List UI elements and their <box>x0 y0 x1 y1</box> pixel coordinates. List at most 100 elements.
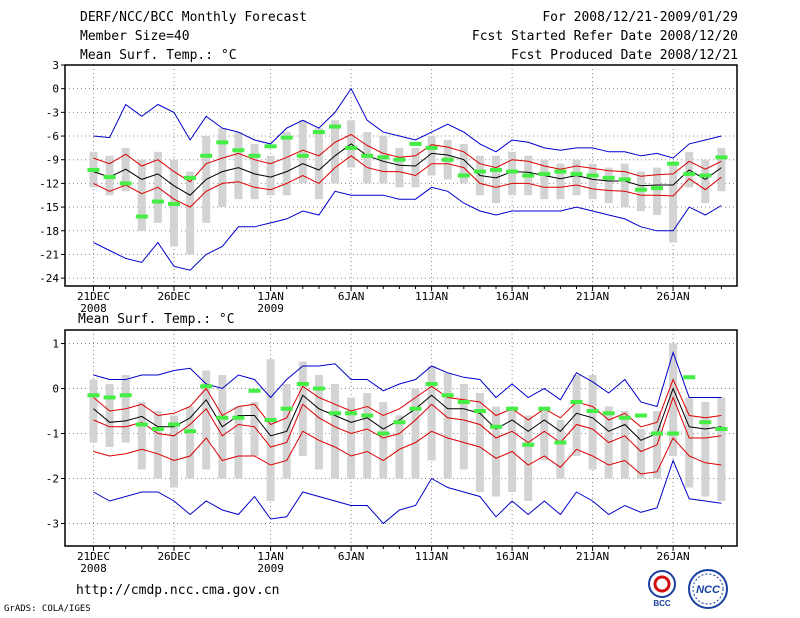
member-spread-bar <box>395 415 404 479</box>
median-mark <box>216 415 229 420</box>
y-tick-label: -3 <box>46 518 59 531</box>
median-mark <box>135 422 148 427</box>
member-spread-bar <box>298 120 307 184</box>
median-mark <box>570 400 583 404</box>
member-spread-bar <box>443 372 452 479</box>
member-spread-bar <box>524 415 533 501</box>
median-mark <box>296 153 309 158</box>
median-mark <box>425 145 438 150</box>
median-mark <box>280 135 293 140</box>
median-mark <box>473 169 486 174</box>
median-mark <box>312 130 325 135</box>
member-spread-bar <box>701 159 710 204</box>
member-spread-bar <box>314 128 323 200</box>
median-mark <box>522 442 535 447</box>
ncc-logo-label: NCC <box>696 584 721 596</box>
member-spread-bar <box>186 171 195 255</box>
median-mark <box>264 144 277 149</box>
y-tick-label: -3 <box>46 106 59 119</box>
bcc-logo: BCC <box>640 568 684 608</box>
median-mark <box>361 153 374 158</box>
y-tick-label: -24 <box>39 272 59 285</box>
x-tick-label: 21DEC <box>77 290 110 303</box>
variable-label: Mean Surf. Temp.: °C <box>80 48 237 63</box>
member-spread-bar <box>475 393 484 492</box>
member-spread-bar <box>717 397 726 501</box>
median-mark <box>715 155 728 160</box>
median-mark <box>296 382 309 386</box>
median-mark <box>538 406 551 411</box>
median-mark <box>618 177 631 182</box>
median-mark <box>441 157 454 162</box>
temperature-panel: Mean Surf. Temp.: °C 3 0 -3 -6 -9 -12 -15 -18 -21… <box>39 59 738 327</box>
member-spread-bar <box>89 379 98 443</box>
ncc-logo-icon: NCC <box>688 569 728 609</box>
x-tick-label: 16JAN <box>496 290 529 303</box>
median-mark <box>119 393 132 398</box>
temperature-frame <box>64 64 738 287</box>
member-spread-bar <box>234 406 243 479</box>
x-tick-label: 6JAN <box>338 290 365 303</box>
member-spread-bar <box>379 402 388 479</box>
member-spread-bar <box>153 411 162 479</box>
y-tick-label: -9 <box>46 154 59 167</box>
member-spread-bar <box>556 163 565 200</box>
median-mark <box>473 409 486 413</box>
median-mark <box>554 169 567 174</box>
median-mark <box>409 141 422 146</box>
median-mark <box>538 171 551 176</box>
x-tick-label: 26DEC <box>157 550 190 563</box>
median-mark <box>232 148 245 153</box>
median-mark <box>103 175 116 180</box>
member-spread-bar <box>556 420 565 479</box>
series-line-ensemble-mean <box>93 143 722 196</box>
x-tick-label: 11JAN <box>415 550 448 563</box>
median-mark <box>151 427 164 431</box>
x-tick-label: 21JAN <box>576 550 609 563</box>
member-spread-bar <box>620 411 629 479</box>
member-spread-bar <box>653 167 661 215</box>
member-spread-bar <box>250 402 259 456</box>
median-mark <box>184 175 197 180</box>
median-mark <box>151 199 164 204</box>
median-mark <box>168 201 180 206</box>
x-tick-label: 6JAN <box>338 550 365 563</box>
median-mark <box>490 167 502 172</box>
median-mark <box>409 406 422 411</box>
member-spread-bar <box>347 397 356 479</box>
median-mark <box>216 140 229 145</box>
median-mark <box>490 424 502 429</box>
median-mark <box>522 173 535 178</box>
bcc-logo-icon: BCC <box>648 570 676 608</box>
precipitation-frame <box>64 329 738 547</box>
x-tick-label: 21DEC <box>77 550 110 563</box>
member-spread-bar <box>186 406 195 479</box>
x-tick-label: 1JAN <box>257 290 284 303</box>
x-tick-label: 1JAN <box>257 550 284 563</box>
member-spread-bar <box>540 159 549 200</box>
member-spread-bar <box>427 136 436 176</box>
y-tick-label: -12 <box>39 177 59 190</box>
median-mark <box>119 181 132 186</box>
median-mark <box>634 187 647 192</box>
series-line-upper-lower <box>93 430 722 475</box>
x-tick-label: 26DEC <box>157 290 190 303</box>
member-spread-bar <box>282 132 291 196</box>
member-spread-bar <box>363 393 372 479</box>
member-spread-bar <box>379 136 388 184</box>
member-spread-bar <box>685 397 694 488</box>
member-spread-bar <box>105 384 114 447</box>
series-line-lower-inner <box>93 396 722 453</box>
median-mark <box>377 431 390 436</box>
member-spread-bar <box>218 128 227 208</box>
member-spread-bar <box>331 384 339 479</box>
x-year-label: 2008 <box>80 562 107 575</box>
grads-credit: GrADS: COLA/IGES <box>4 604 91 614</box>
y-tick-label: 0 <box>52 383 59 396</box>
source-url[interactable]: http://cmdp.ncc.cma.gov.cn <box>76 583 280 598</box>
median-mark <box>506 406 519 411</box>
median-mark <box>168 422 180 427</box>
temperature-title: Mean Surf. Temp.: °C <box>78 312 235 327</box>
median-mark <box>457 400 470 404</box>
member-spread-bar <box>459 384 468 470</box>
